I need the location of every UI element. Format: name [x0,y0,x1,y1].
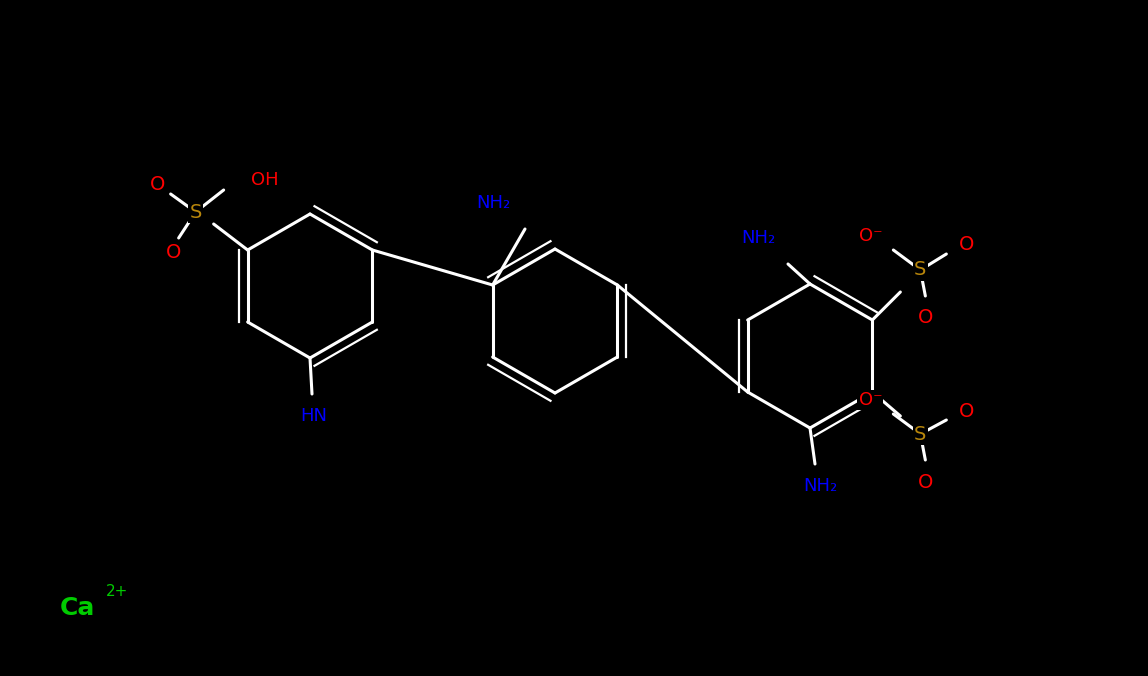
Text: O: O [917,473,933,491]
Text: O: O [150,174,165,193]
Text: NH₂: NH₂ [802,477,837,495]
Text: S: S [189,203,202,222]
Text: O⁻: O⁻ [859,227,882,245]
Text: O: O [959,402,974,422]
Text: 2+: 2+ [106,583,129,598]
Text: O: O [166,243,181,262]
Text: O: O [917,308,933,327]
Text: HN: HN [301,407,327,425]
Text: O⁻: O⁻ [859,391,882,409]
Text: S: S [914,425,926,443]
Text: OH: OH [250,171,278,189]
Text: O: O [959,235,974,254]
Text: S: S [914,260,926,279]
Text: NH₂: NH₂ [476,194,510,212]
Text: Ca: Ca [60,596,95,620]
Text: NH₂: NH₂ [740,229,775,247]
